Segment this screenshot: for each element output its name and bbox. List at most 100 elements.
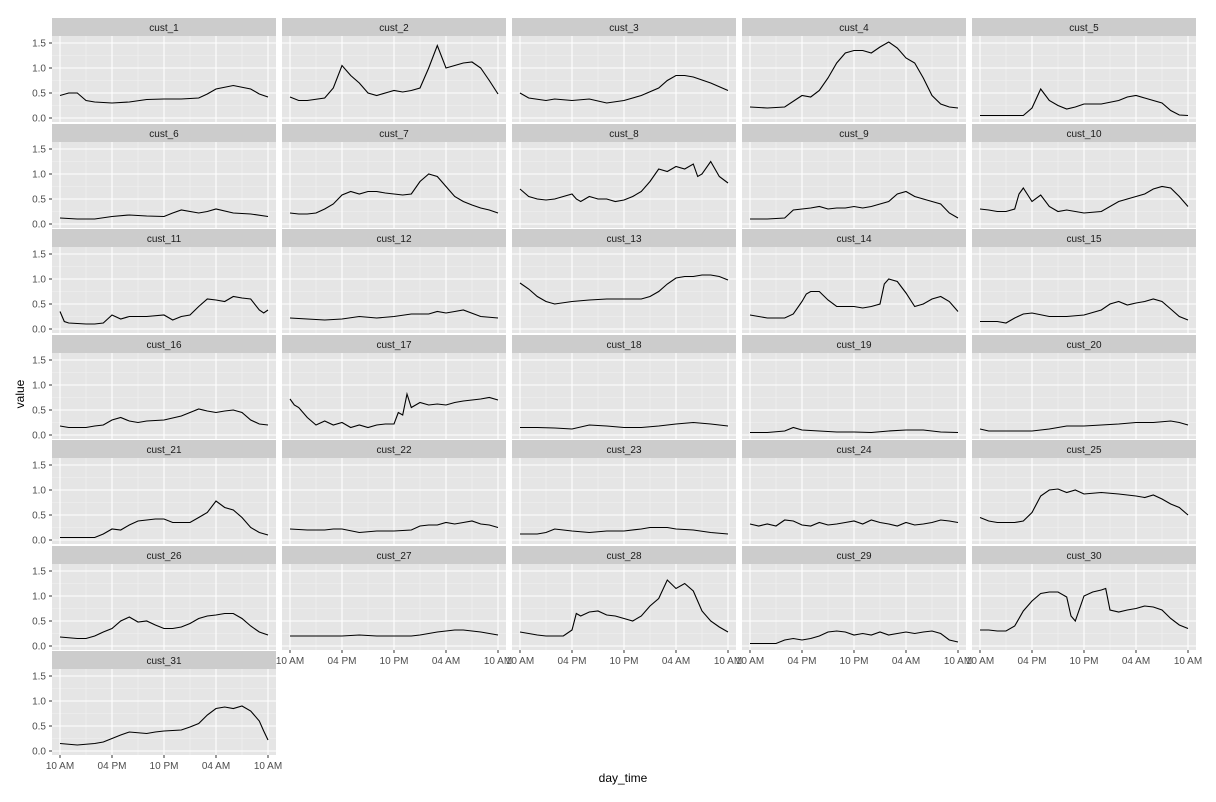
facet-strip — [52, 335, 276, 353]
series-line — [749, 519, 959, 527]
facet-strip — [512, 229, 736, 247]
x-tick-label: 10 PM — [840, 656, 869, 667]
facet-label: cust_6 — [149, 129, 179, 140]
series-line — [59, 295, 269, 325]
facet-strip — [282, 124, 506, 142]
facet-strip — [742, 335, 966, 353]
facet-strip — [972, 440, 1196, 458]
facet-strip — [282, 440, 506, 458]
facet-label: cust_23 — [606, 445, 641, 456]
x-tick-label: 10 PM — [150, 761, 179, 772]
facet-strip — [742, 18, 966, 36]
facet-label: cust_20 — [1066, 340, 1101, 351]
series-line — [750, 630, 959, 645]
y-tick-label: 1.5 — [32, 356, 46, 367]
x-tick-label: 10 PM — [610, 656, 639, 667]
x-tick-label: 04 PM — [788, 656, 817, 667]
facet-label: cust_4 — [839, 23, 869, 34]
y-tick-label: 0.0 — [32, 642, 46, 653]
series-line — [59, 705, 269, 746]
series-line — [289, 43, 499, 102]
facet-strip — [742, 546, 966, 564]
y-tick-label: 1.0 — [32, 697, 46, 708]
facet-strip — [512, 18, 736, 36]
facet-strip — [52, 651, 276, 669]
y-tick-label: 1.5 — [32, 145, 46, 156]
facet-strip — [52, 546, 276, 564]
y-tick-label: 1.0 — [32, 381, 46, 392]
x-tick-label: 04 AM — [202, 761, 230, 772]
facet-label: cust_29 — [836, 551, 871, 562]
facet-strip — [52, 229, 276, 247]
x-tick-label: 10 AM — [944, 656, 972, 667]
facet-strip — [282, 18, 506, 36]
series-line — [519, 579, 729, 637]
y-tick-label: 1.5 — [32, 672, 46, 683]
facet-label: cust_18 — [606, 340, 641, 351]
facet-label: cust_12 — [376, 234, 411, 245]
y-tick-label: 0.0 — [32, 747, 46, 758]
facet-strip — [52, 440, 276, 458]
series-line — [519, 74, 729, 104]
y-tick-label: 1.0 — [32, 64, 46, 75]
facet-label: cust_15 — [1066, 234, 1101, 245]
y-tick-label: 1.0 — [32, 592, 46, 603]
x-tick-label: 10 AM — [714, 656, 742, 667]
series-line — [750, 426, 959, 434]
facet-label: cust_10 — [1066, 129, 1101, 140]
series-line — [520, 421, 729, 430]
facet-label: cust_22 — [376, 445, 411, 456]
facet-label: cust_1 — [149, 23, 179, 34]
facet-strip — [52, 124, 276, 142]
facet-strip — [512, 440, 736, 458]
facet-strip — [972, 18, 1196, 36]
x-tick-label: 10 PM — [380, 656, 409, 667]
series-line — [59, 208, 269, 220]
series-line — [980, 298, 1189, 324]
series-line — [59, 84, 269, 104]
series-line — [979, 420, 1189, 432]
series-line — [749, 278, 959, 319]
facet-strip — [742, 124, 966, 142]
y-tick-label: 0.0 — [32, 536, 46, 547]
y-tick-label: 1.5 — [32, 39, 46, 50]
series-line — [979, 488, 1189, 524]
x-tick-label: 04 PM — [1018, 656, 1047, 667]
facet-label: cust_8 — [609, 129, 639, 140]
facet-label: cust_16 — [146, 340, 181, 351]
facet-strip — [52, 18, 276, 36]
facet-label: cust_21 — [146, 445, 181, 456]
facet-label: cust_24 — [836, 445, 871, 456]
y-tick-label: 1.0 — [32, 486, 46, 497]
facet-label: cust_28 — [606, 551, 641, 562]
series-line — [520, 526, 729, 535]
x-tick-label: 04 PM — [558, 656, 587, 667]
y-tick-label: 0.5 — [32, 722, 46, 733]
facet-label: cust_9 — [839, 129, 869, 140]
facet-label: cust_3 — [609, 23, 639, 34]
facet-label: cust_13 — [606, 234, 641, 245]
facet-label: cust_2 — [379, 23, 409, 34]
facet-strip — [512, 124, 736, 142]
facet-label: cust_11 — [147, 234, 182, 245]
facet-strip — [282, 229, 506, 247]
facet-strip — [972, 546, 1196, 564]
y-tick-label: 0.5 — [32, 300, 46, 311]
x-tick-label: 10 AM — [254, 761, 282, 772]
facet-label: cust_5 — [1069, 23, 1099, 34]
x-axis-label: day_time — [599, 771, 648, 785]
y-tick-label: 1.5 — [32, 461, 46, 472]
series-line — [289, 520, 499, 534]
x-tick-label: 04 AM — [892, 656, 920, 667]
series-line — [750, 190, 959, 220]
facet-label: cust_27 — [376, 551, 411, 562]
x-tick-label: 04 PM — [328, 656, 357, 667]
facet-strip — [512, 546, 736, 564]
x-tick-label: 10 AM — [966, 656, 994, 667]
x-tick-label: 04 AM — [1122, 656, 1150, 667]
series-line — [979, 185, 1189, 214]
x-tick-label: 10 AM — [276, 656, 304, 667]
facet-label: cust_31 — [146, 656, 181, 667]
